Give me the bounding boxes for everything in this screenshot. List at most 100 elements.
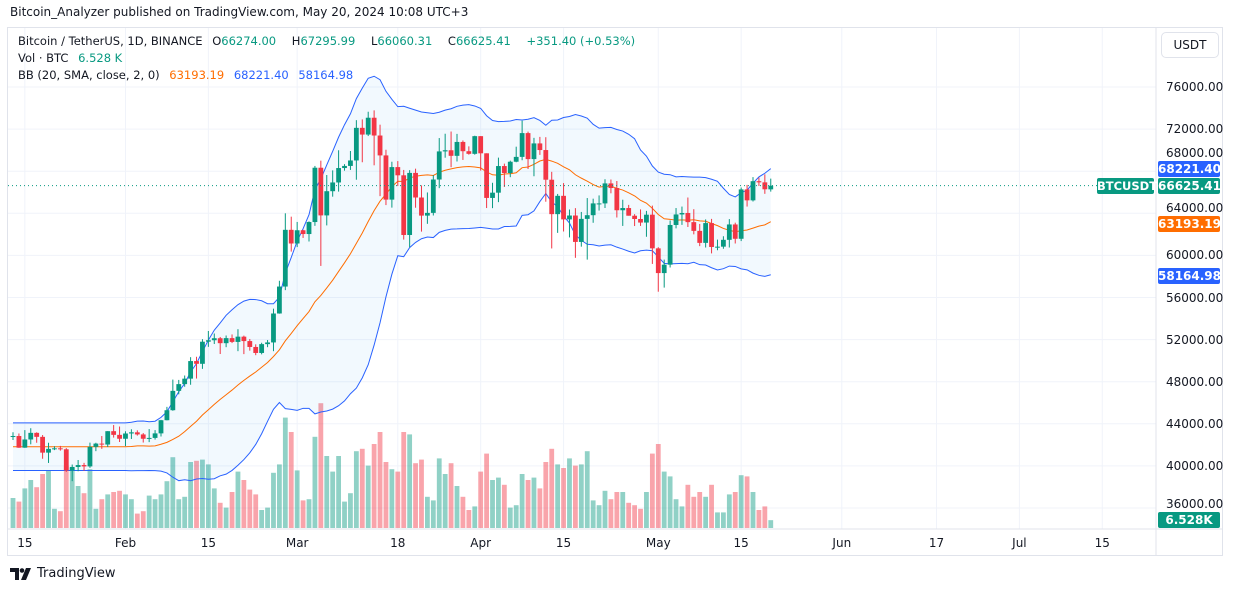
volume-bar [282, 417, 288, 528]
currency-button[interactable]: USDT [1161, 32, 1219, 58]
candle-body [40, 436, 45, 453]
volume-bar [490, 480, 495, 528]
candle-body [52, 448, 57, 450]
volume-bar [543, 462, 549, 528]
candle [478, 136, 484, 171]
volume-bar [359, 448, 365, 528]
grid [8, 28, 1156, 529]
volume-bar [407, 434, 413, 528]
candle-body [383, 155, 389, 200]
candle-body [744, 189, 750, 201]
candle-body [496, 166, 501, 193]
candle-body [336, 168, 341, 183]
candle [389, 161, 395, 208]
legend-open: 66274.00 [221, 34, 277, 48]
candle [105, 431, 111, 447]
candle [644, 210, 649, 237]
candle [265, 340, 270, 348]
volume-bar [679, 506, 685, 528]
candle [561, 183, 566, 232]
volume-tag: 6.528K [1158, 512, 1220, 528]
candle [140, 433, 146, 443]
volume-bar [738, 475, 744, 528]
candle-body [537, 143, 543, 151]
volume-bar [561, 468, 566, 528]
candle [442, 133, 448, 158]
candle-body [330, 182, 336, 192]
bb-upper-tag: 68221.40 [1158, 161, 1222, 177]
legend-bb-basis: 63193.19 [169, 68, 225, 82]
legend-vol-label[interactable]: Vol · BTC [18, 51, 69, 65]
volume-bar [726, 494, 732, 528]
last-price-tag: 66625.41 [1158, 178, 1222, 194]
candle [401, 169, 407, 240]
candle-body [294, 230, 300, 244]
volume-bar [271, 472, 276, 528]
candle-body [158, 420, 164, 434]
candle [81, 462, 87, 471]
candle [129, 429, 134, 439]
legend-symbol[interactable]: Bitcoin / TetherUS, 1D, BINANCE [18, 34, 203, 48]
candle-body [271, 313, 276, 343]
time-tick-label: 15 [733, 536, 749, 550]
chart-frame [7, 27, 1223, 556]
candle [146, 429, 152, 443]
volume-bar [383, 462, 389, 528]
candle [63, 448, 69, 472]
candle [555, 193, 561, 233]
candle-body [478, 136, 484, 154]
candle-body [425, 212, 430, 216]
candle [655, 247, 661, 292]
volume-bar [123, 494, 128, 528]
bb-band-fill [13, 76, 771, 481]
candle-body [602, 183, 608, 204]
volume-bar [419, 459, 424, 528]
candle [87, 442, 93, 468]
volume-bar [371, 444, 377, 528]
volume-bar [721, 512, 726, 528]
candle-body [164, 410, 170, 421]
candle-body [123, 433, 128, 439]
volume-bar [667, 476, 673, 528]
legend-symbol-row: Bitcoin / TetherUS, 1D, BINANCE O66274.0… [18, 34, 636, 48]
volume-bar [229, 492, 235, 528]
volume-bar [63, 465, 69, 528]
candle [259, 342, 265, 355]
legend-bb-label[interactable]: BB (20, SMA, close, 2, 0) [18, 68, 160, 82]
candle-body [567, 215, 572, 220]
candle [223, 335, 229, 348]
candle-body [407, 172, 413, 235]
candle [537, 136, 543, 155]
volume-bar [484, 453, 489, 528]
volume-bar [389, 469, 395, 528]
volume-bar [348, 493, 353, 528]
candle-body [389, 167, 395, 200]
price-tick-label: 40000.00 [1166, 458, 1224, 473]
volume-bar [152, 499, 158, 528]
candle-body [709, 223, 714, 247]
candle-body [10, 436, 16, 438]
candle [241, 335, 247, 355]
volume-bar [111, 492, 117, 528]
volume-bar [217, 502, 223, 528]
tradingview-logo[interactable]: TradingView [10, 566, 116, 581]
candle-body [549, 179, 555, 215]
candle-body [685, 212, 691, 223]
candle [164, 406, 170, 421]
candle [217, 336, 223, 355]
volume-bar [87, 469, 93, 528]
candle [318, 160, 324, 266]
volume-bar [288, 432, 294, 528]
candle [271, 308, 276, 352]
candle-body [188, 361, 193, 379]
volume-bar [496, 477, 501, 528]
volume-bar [584, 451, 590, 528]
candle-body [620, 208, 626, 211]
candle [134, 430, 140, 436]
candle-body [448, 150, 454, 156]
volume-bar [34, 487, 40, 528]
candle [448, 131, 454, 168]
candle [661, 259, 667, 288]
volume-bar [501, 484, 507, 528]
